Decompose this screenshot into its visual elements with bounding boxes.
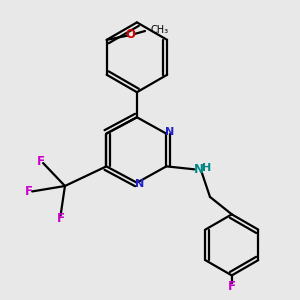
Text: F: F <box>228 280 236 293</box>
Text: F: F <box>57 212 64 224</box>
Text: O: O <box>125 28 135 41</box>
Text: CH₃: CH₃ <box>151 25 169 35</box>
Text: N: N <box>135 179 144 189</box>
Text: N: N <box>165 127 174 137</box>
Text: N: N <box>194 163 204 176</box>
Text: H: H <box>202 163 211 173</box>
Text: F: F <box>37 154 45 168</box>
Text: F: F <box>25 185 33 198</box>
